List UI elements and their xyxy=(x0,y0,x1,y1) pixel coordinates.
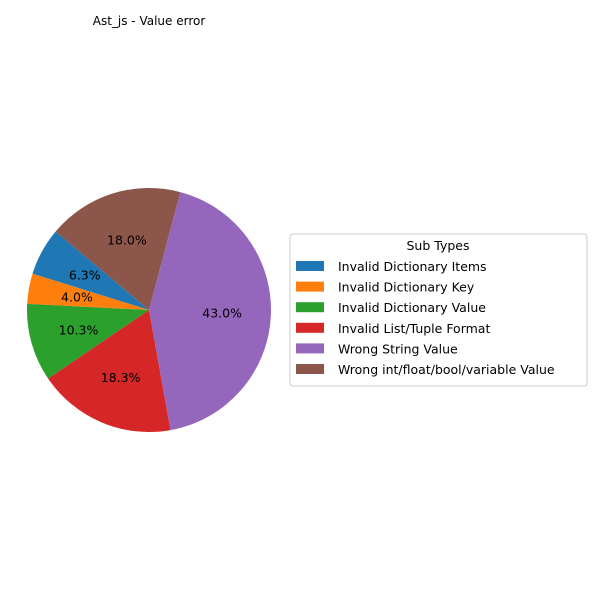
legend-label-6: Wrong int/float/bool/variable Value xyxy=(338,362,555,377)
pie-slice-6 xyxy=(55,187,181,310)
legend: Sub Types Invalid Dictionary ItemsInvali… xyxy=(289,233,588,387)
pie-slices xyxy=(26,187,272,432)
pie-percent-label-5: 43.0% xyxy=(202,305,242,320)
legend-label-2: Invalid Dictionary Key xyxy=(338,280,475,295)
pie-percent-label-4: 18.3% xyxy=(101,370,141,385)
legend-label-4: Invalid List/Tuple Format xyxy=(338,321,490,336)
legend-label-5: Wrong String Value xyxy=(338,341,458,356)
legend-swatch-5 xyxy=(296,343,324,354)
legend-label-3: Invalid Dictionary Value xyxy=(338,300,486,315)
legend-items: Invalid Dictionary Items Invalid Dictiona… xyxy=(296,259,555,377)
pie-slice-5 xyxy=(149,192,272,431)
legend-swatch-4 xyxy=(296,322,324,333)
legend-swatch-2 xyxy=(296,281,324,292)
pie-percent-label-3: 10.3% xyxy=(59,322,99,337)
pie-slice-3 xyxy=(26,303,149,379)
pie-percent-label-1: 6.3% xyxy=(69,267,101,282)
legend-swatch-3 xyxy=(296,302,324,313)
legend-swatch-1 xyxy=(296,261,324,271)
pie-percent-labels: 6.3% 4.0% 10.3% 18.3% 43.0% 18.0% xyxy=(59,233,242,385)
legend-frame xyxy=(289,233,588,387)
legend-title: Sub Types xyxy=(407,238,470,253)
chart-title: Ast_js - Value error xyxy=(93,14,206,28)
pie-slice-4 xyxy=(48,310,171,432)
legend-label-1: Invalid Dictionary Items xyxy=(338,259,487,274)
pie-slice-2 xyxy=(27,273,149,310)
pie-percent-label-2: 4.0% xyxy=(61,290,93,305)
pie-percent-label-6: 18.0% xyxy=(107,233,147,248)
pie-slice-1 xyxy=(32,231,149,310)
legend-swatch-6 xyxy=(296,364,324,374)
